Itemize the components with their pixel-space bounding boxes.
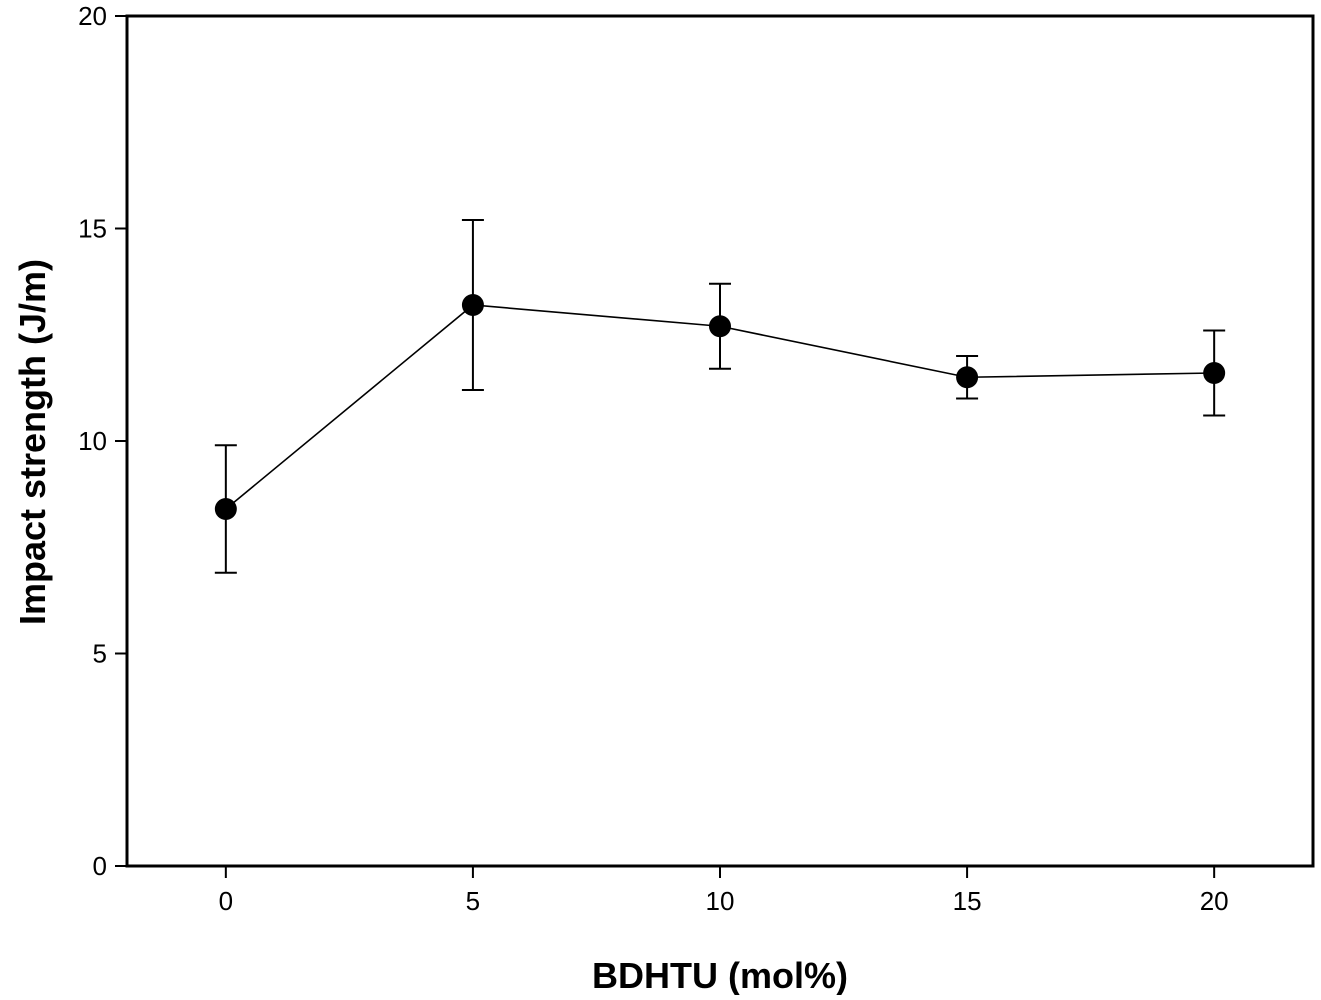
y-tick-label: 10 — [78, 426, 107, 456]
x-axis-title: BDHTU (mol%) — [592, 955, 848, 995]
y-tick-label: 20 — [78, 1, 107, 31]
data-point — [1203, 362, 1226, 384]
x-tick-label: 20 — [1200, 886, 1229, 916]
x-tick-label: 10 — [706, 886, 735, 916]
y-tick-label: 5 — [93, 639, 107, 669]
data-point — [956, 366, 979, 389]
plot-frame — [125, 14, 1315, 868]
y-tick-label: 0 — [93, 851, 107, 881]
plot-frame-group — [125, 14, 1315, 868]
y-tick-label: 15 — [78, 214, 107, 244]
data-point — [461, 294, 484, 316]
x-tick-label: 5 — [466, 886, 480, 916]
data-point — [709, 315, 731, 338]
data-point — [214, 498, 237, 520]
x-tick-label: 15 — [953, 886, 982, 916]
tick-group: 0 5 10 15 20 0 5 10 15 20 — [78, 1, 1229, 916]
data-group — [214, 219, 1226, 574]
y-axis-title: Impact strength (J/m) — [12, 259, 53, 625]
x-tick-label: 0 — [219, 886, 233, 916]
